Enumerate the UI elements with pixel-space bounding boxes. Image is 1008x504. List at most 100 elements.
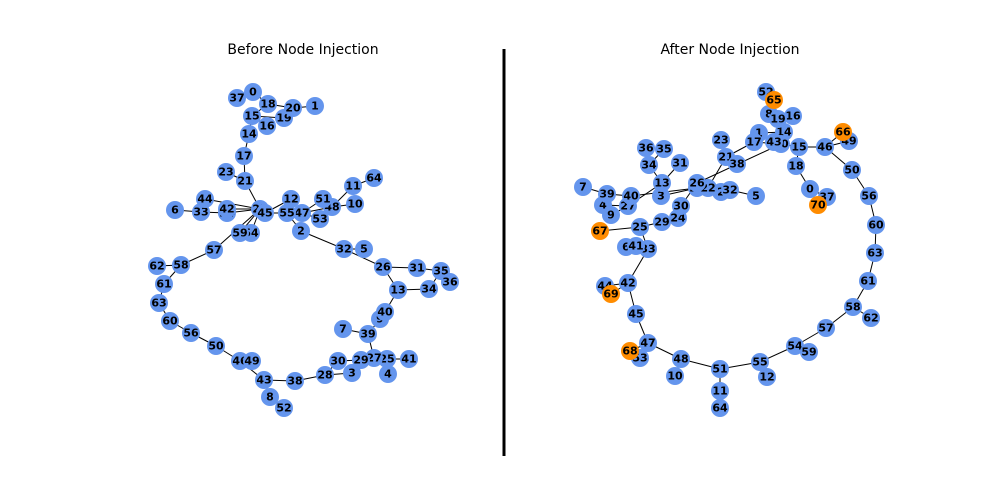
node-label: 34 <box>421 283 437 296</box>
graph-node: 47 <box>639 334 657 352</box>
graph-node: 12 <box>282 190 300 208</box>
graph-node: 1 <box>306 97 324 115</box>
graph-node: 41 <box>400 350 418 368</box>
node-label: 64 <box>712 402 728 415</box>
node-circle <box>653 174 671 192</box>
graph-node: 31 <box>671 154 689 172</box>
node-label: 50 <box>844 164 860 177</box>
node-label: 31 <box>409 262 424 275</box>
node-circle <box>639 334 657 352</box>
graph-node: 8 <box>261 388 279 406</box>
graph-node: 59 <box>800 343 818 361</box>
node-circle <box>602 206 620 224</box>
graph-node: 61 <box>155 275 173 293</box>
graph-node: 15 <box>790 138 808 156</box>
graph-node: 13 <box>389 281 407 299</box>
node-label: 63 <box>867 247 882 260</box>
graph-node: 63 <box>150 294 168 312</box>
node-circle <box>602 285 620 303</box>
node-circle <box>240 125 258 143</box>
node-label: 67 <box>592 225 607 238</box>
node-circle <box>844 298 862 316</box>
node-label: 6 <box>171 204 179 217</box>
graph-node: 54 <box>786 337 804 355</box>
node-circle <box>235 147 253 165</box>
node-layer-after: 0123456789101112131415161718192021222324… <box>574 83 885 417</box>
node-circle <box>728 155 746 173</box>
node-circle <box>311 210 329 228</box>
node-circle <box>334 320 352 338</box>
node-label: 36 <box>638 142 654 155</box>
node-circle <box>631 218 649 236</box>
graph-node: 13 <box>653 174 671 192</box>
node-circle <box>672 197 690 215</box>
node-circle <box>786 337 804 355</box>
node-circle <box>809 196 827 214</box>
node-circle <box>376 303 394 321</box>
node-label: 51 <box>712 363 727 376</box>
node-circle <box>801 180 819 198</box>
graph-node: 43 <box>255 371 273 389</box>
node-circle <box>787 157 805 175</box>
node-circle <box>243 352 261 370</box>
node-label: 48 <box>673 353 688 366</box>
graph-node: 12 <box>758 368 776 386</box>
node-label: 66 <box>835 126 851 139</box>
node-label: 45 <box>628 308 643 321</box>
node-label: 2 <box>717 186 725 199</box>
graph-node: 25 <box>631 218 649 236</box>
node-label: 39 <box>599 188 614 201</box>
node-circle <box>671 154 689 172</box>
node-circle <box>379 365 397 383</box>
node-label: 38 <box>729 158 744 171</box>
graph-node: 17 <box>235 147 253 165</box>
node-label: 21 <box>237 175 252 188</box>
graph-node: 47 <box>293 204 311 222</box>
graph-node: 56 <box>860 187 878 205</box>
node-label: 30 <box>673 200 689 213</box>
node-label: 11 <box>345 180 360 193</box>
node-label: 43 <box>766 136 781 149</box>
node-label: 65 <box>766 94 781 107</box>
graph-node: 0 <box>244 83 262 101</box>
node-label: 58 <box>845 301 860 314</box>
graph-node: 28 <box>316 366 334 384</box>
node-circle <box>627 237 645 255</box>
node-circle <box>769 110 787 128</box>
node-circle <box>231 224 249 242</box>
injected-graph-node: 66 <box>834 123 852 141</box>
graph-node: 40 <box>376 303 394 321</box>
graph-node: 45 <box>627 305 645 323</box>
node-label: 29 <box>353 354 368 367</box>
graph-node: 55 <box>751 353 769 371</box>
graph-node: 46 <box>816 138 834 156</box>
graph-node: 53 <box>311 210 329 228</box>
node-circle <box>378 350 396 368</box>
node-circle <box>355 240 373 258</box>
node-label: 29 <box>654 216 669 229</box>
node-circle <box>374 258 392 276</box>
node-label: 61 <box>860 275 875 288</box>
node-label: 7 <box>579 181 587 194</box>
node-label: 0 <box>806 183 814 196</box>
node-label: 41 <box>401 353 416 366</box>
node-circle <box>784 107 802 125</box>
node-label: 69 <box>603 288 618 301</box>
node-label: 30 <box>330 355 346 368</box>
graph-node: 26 <box>374 258 392 276</box>
node-label: 47 <box>294 207 309 220</box>
graph-node: 51 <box>711 360 729 378</box>
node-label: 4 <box>384 368 392 381</box>
node-circle <box>306 97 324 115</box>
graph-node: 39 <box>598 185 616 203</box>
node-circle <box>747 187 765 205</box>
node-circle <box>867 216 885 234</box>
node-label: 16 <box>785 110 801 123</box>
node-label: 16 <box>259 120 275 133</box>
graph-panel-after: 0123456789101112131415161718192021222324… <box>574 83 885 417</box>
node-circle <box>711 399 729 417</box>
node-circle <box>652 187 670 205</box>
graph-node: 42 <box>218 200 236 218</box>
node-circle <box>196 190 214 208</box>
node-label: 32 <box>336 243 351 256</box>
